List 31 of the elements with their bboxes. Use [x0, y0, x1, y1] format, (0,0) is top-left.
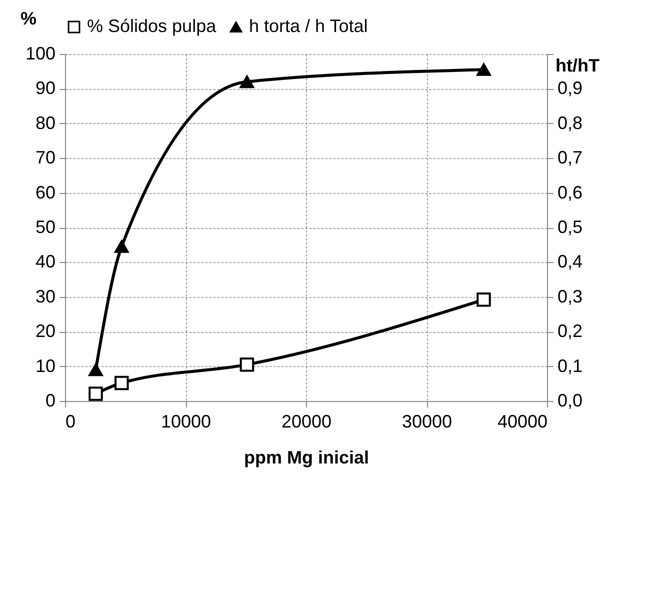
y2-tick-label: 0,5 [558, 217, 583, 237]
y-tick-label: 60 [35, 182, 56, 202]
x-tick-label: 20000 [281, 412, 332, 432]
y2-axis-title: ht/hT [556, 56, 600, 76]
y2-tick-label: 0,1 [558, 356, 583, 376]
y-tick-label: 0 [45, 390, 56, 410]
y2-tick-label: 0,4 [558, 252, 583, 272]
y-tick-label: 70 [35, 148, 56, 168]
y-tick-label: 100 [25, 44, 56, 64]
x-tick-label: 40000 [497, 412, 548, 432]
y-tick-label: 80 [35, 112, 56, 133]
y2-tick-label: 0,3 [558, 286, 583, 306]
y-tick-label: 30 [35, 286, 56, 306]
legend-label: h torta / h Total [249, 16, 368, 36]
y2-tick-label: 0,9 [558, 78, 583, 98]
x-tick-label: 0 [66, 412, 76, 432]
x-tick-label: 30000 [402, 412, 452, 432]
y-tick-label: 90 [35, 78, 56, 98]
x-tick-label: 10000 [160, 412, 212, 432]
y-tick-label: 40 [35, 252, 56, 272]
y-tick-label: 10 [35, 356, 56, 376]
y2-tick-label: 0,0 [558, 390, 583, 410]
legend-label: % Sólidos pulpa [87, 16, 218, 36]
y2-tick-label: 0,8 [558, 112, 583, 133]
y-tick-label: 50 [35, 217, 56, 237]
y2-tick-label: 0,2 [558, 321, 583, 342]
y2-tick-label: 0,7 [558, 148, 583, 168]
x-axis-title: ppm Mg inicial [244, 448, 370, 468]
y-axis-title: % [20, 8, 37, 28]
y-tick-label: 20 [35, 321, 56, 342]
y2-tick-label: 0,6 [558, 182, 583, 202]
